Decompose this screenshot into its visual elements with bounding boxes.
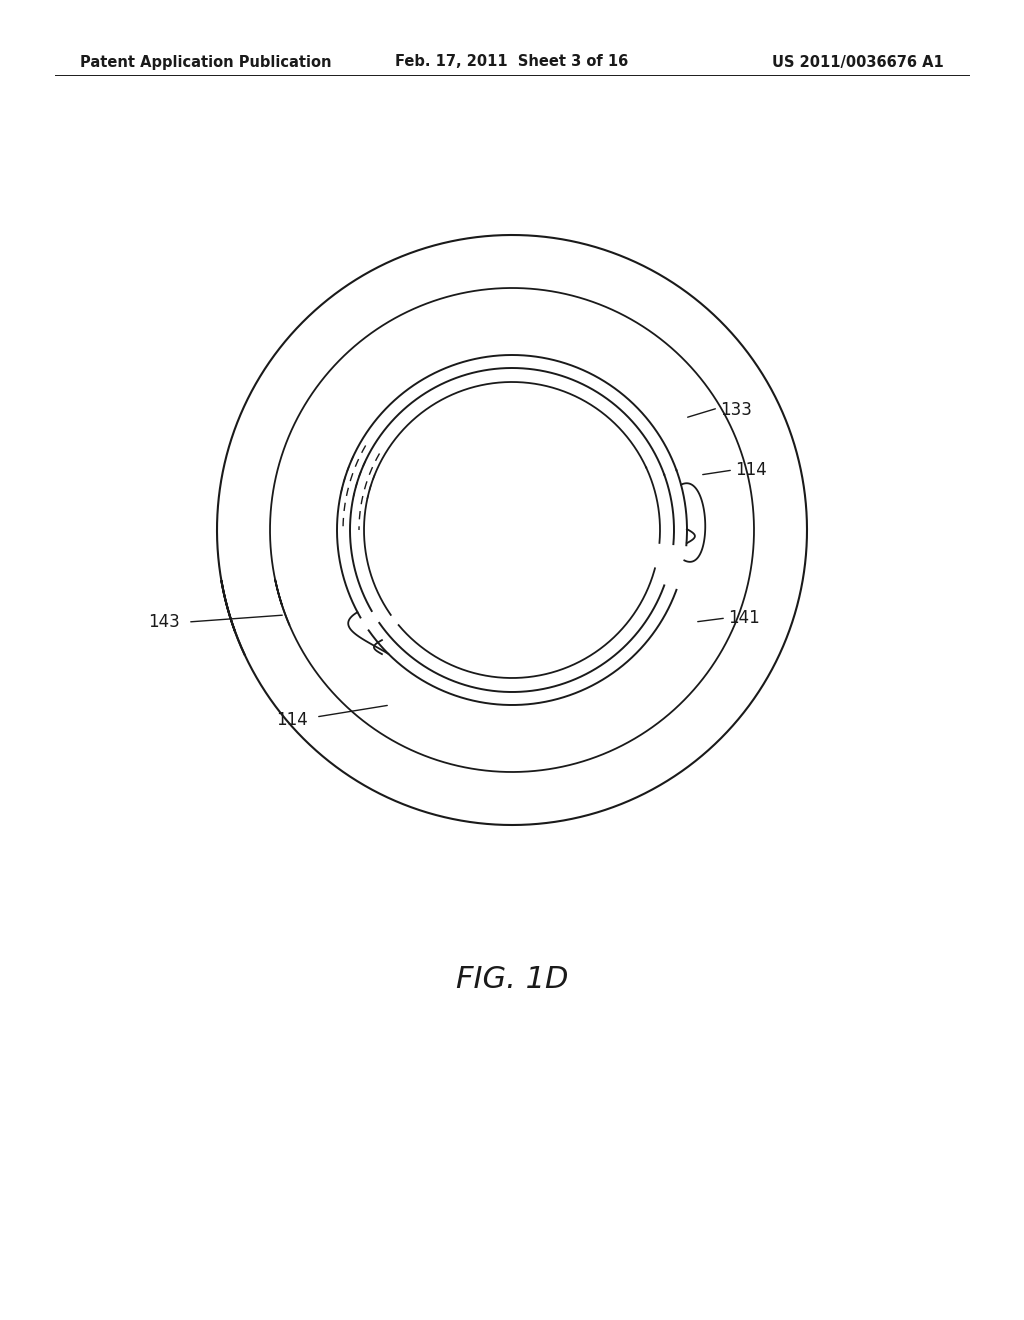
Text: 114: 114: [735, 461, 767, 479]
Text: 133: 133: [720, 401, 752, 418]
Text: 141: 141: [728, 609, 760, 627]
Text: US 2011/0036676 A1: US 2011/0036676 A1: [772, 54, 944, 70]
Text: 114: 114: [276, 711, 308, 729]
Text: Feb. 17, 2011  Sheet 3 of 16: Feb. 17, 2011 Sheet 3 of 16: [395, 54, 629, 70]
Text: 143: 143: [148, 612, 180, 631]
Text: Patent Application Publication: Patent Application Publication: [80, 54, 332, 70]
Text: FIG. 1D: FIG. 1D: [456, 965, 568, 994]
